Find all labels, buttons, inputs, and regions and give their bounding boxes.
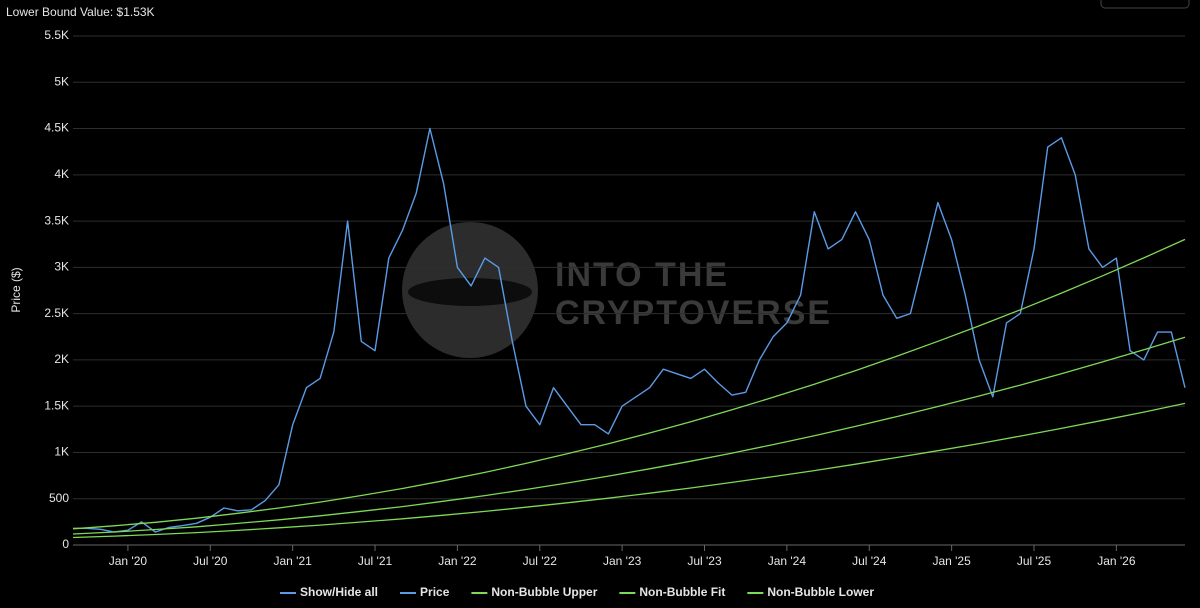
x-tick-label: Jan '20 xyxy=(109,554,148,568)
x-tick-label: Jul '20 xyxy=(193,554,228,568)
x-tick-label: Jan '24 xyxy=(768,554,807,568)
legend-item[interactable]: Non-Bubble Lower xyxy=(747,585,874,599)
legend-label: Non-Bubble Lower xyxy=(767,585,874,599)
watermark: INTO THE CRYPTOVERSE xyxy=(402,222,832,358)
x-tick-label: Jan '21 xyxy=(273,554,312,568)
y-tick-label: 3K xyxy=(54,260,69,274)
legend-item[interactable]: Price xyxy=(400,585,450,599)
series-line xyxy=(73,127,1186,533)
x-tick-label: Jul '25 xyxy=(1017,554,1052,568)
series-line xyxy=(72,402,1186,539)
y-axis-label: Price ($) xyxy=(9,267,23,312)
watermark-text: INTO THE xyxy=(555,256,729,294)
y-tick-label: 4.5K xyxy=(44,121,69,135)
y-tick-label: 500 xyxy=(49,491,69,505)
y-tick-label: 1.5K xyxy=(44,398,69,412)
x-tick-label: Jan '25 xyxy=(932,554,971,568)
legend-item[interactable]: Non-Bubble Upper xyxy=(471,585,598,599)
legend-label: Show/Hide all xyxy=(300,585,378,599)
y-tick-label: 4K xyxy=(54,167,69,181)
watermark-text: CRYPTOVERSE xyxy=(555,294,832,332)
x-tick-label: Jul '24 xyxy=(852,554,887,568)
x-tick-label: Jan '26 xyxy=(1097,554,1136,568)
series-line xyxy=(72,336,1186,535)
x-tick-label: Jul '21 xyxy=(358,554,393,568)
x-tick-label: Jul '23 xyxy=(687,554,722,568)
legend-label: Non-Bubble Fit xyxy=(639,585,725,599)
y-tick-label: 1K xyxy=(54,445,69,459)
legend-label: Non-Bubble Upper xyxy=(491,585,597,599)
y-tick-label: 3.5K xyxy=(44,213,69,227)
y-tick-label: 2.5K xyxy=(44,306,69,320)
watermark-logo-ring xyxy=(408,278,532,306)
y-tick-label: 0 xyxy=(62,537,69,551)
chart-title: Lower Bound Value: $1.53K xyxy=(6,5,155,19)
legend-label: Price xyxy=(420,585,450,599)
menu-button[interactable] xyxy=(1100,0,1190,9)
y-tick-label: 5K xyxy=(54,74,69,88)
legend-toggle[interactable]: Show/Hide all xyxy=(280,585,378,599)
y-tick-label: 2K xyxy=(54,352,69,366)
x-tick-label: Jul '22 xyxy=(523,554,558,568)
x-tick-label: Jan '22 xyxy=(438,554,477,568)
y-tick-label: 5.5K xyxy=(44,28,69,42)
x-tick-label: Jan '23 xyxy=(603,554,642,568)
legend-item[interactable]: Non-Bubble Fit xyxy=(619,585,725,599)
series-line xyxy=(72,238,1186,530)
